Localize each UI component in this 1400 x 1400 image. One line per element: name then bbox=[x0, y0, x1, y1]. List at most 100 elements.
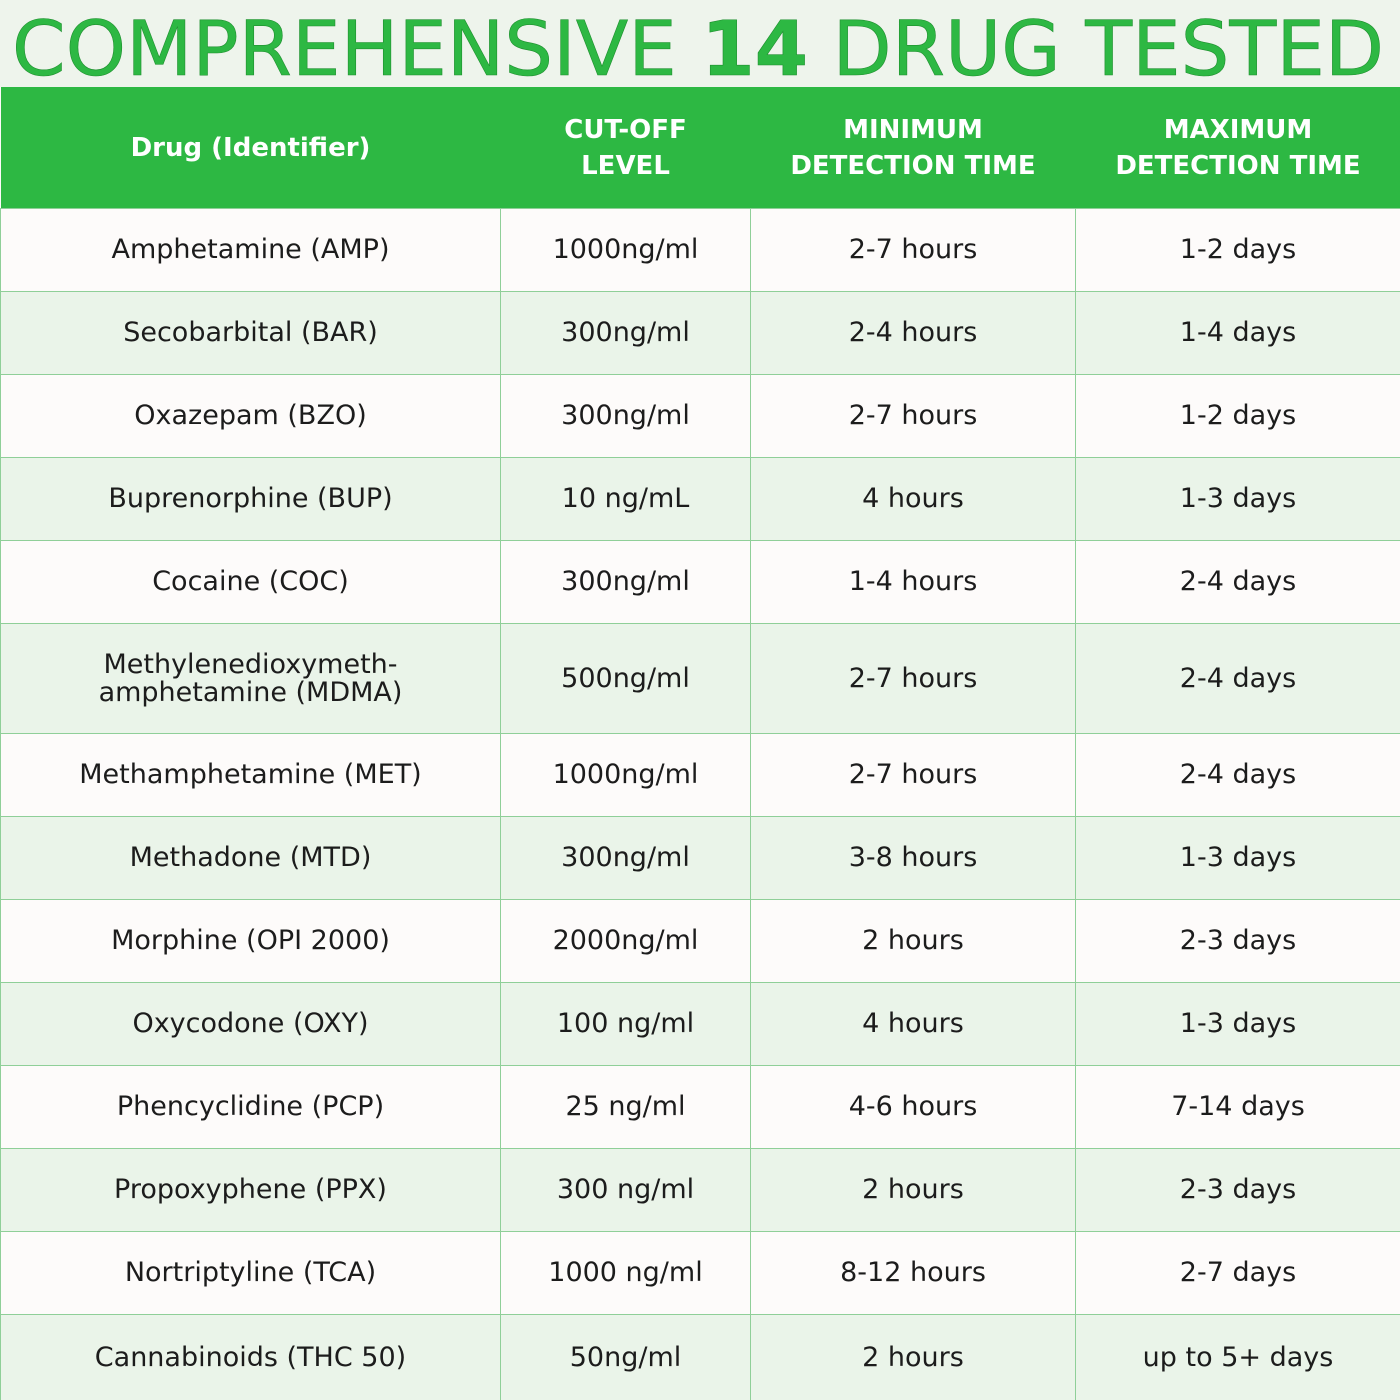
text-line: Methamphetamine (MET) bbox=[79, 759, 422, 790]
text-line: 50ng/ml bbox=[569, 1342, 682, 1373]
table-cell: 4-6 hours bbox=[750, 1065, 1076, 1149]
text-line: Cannabinoids (THC 50) bbox=[94, 1342, 407, 1373]
table-row: Methylenedioxymeth-amphetamine (MDMA) 500… bbox=[0, 623, 1400, 734]
table-cell: 25 ng/ml bbox=[500, 1065, 751, 1149]
table-cell: 1000ng/ml bbox=[500, 208, 751, 292]
text-line: 1-2 days bbox=[1179, 234, 1297, 265]
table-cell: 300ng/ml bbox=[500, 816, 751, 900]
text-line: 2-4 hours bbox=[848, 317, 978, 348]
text-line: 2-7 hours bbox=[848, 234, 978, 265]
text-line: 1000 ng/ml bbox=[548, 1257, 703, 1288]
table-cell: up to 5+ days bbox=[1075, 1314, 1400, 1400]
table-cell: 7-14 days bbox=[1075, 1065, 1400, 1149]
text-line: 100 ng/ml bbox=[556, 1008, 695, 1039]
table-cell: 2-4 days bbox=[1075, 540, 1400, 624]
table-row: Methamphetamine (MET) 1000ng/ml 2-7 hours 2… bbox=[0, 733, 1400, 817]
text-line: Oxazepam (BZO) bbox=[134, 400, 367, 431]
table-cell: Cannabinoids (THC 50) bbox=[0, 1314, 501, 1400]
table-row: Morphine (OPI 2000) 2000ng/ml 2 hours 2-3 d… bbox=[0, 899, 1400, 983]
table-cell: 1000ng/ml bbox=[500, 733, 751, 817]
text-line: MINIMUM bbox=[843, 114, 983, 145]
text-line: 1-3 days bbox=[1179, 483, 1297, 514]
table-cell: Oxazepam (BZO) bbox=[0, 374, 501, 458]
table-row: Amphetamine (AMP) 1000ng/ml 2-7 hours 1-2 d… bbox=[0, 208, 1400, 292]
table-cell: Phencyclidine (PCP) bbox=[0, 1065, 501, 1149]
title-text: COMPREHENSIVE bbox=[12, 4, 677, 87]
column-header: Drug (Identifier) bbox=[0, 87, 501, 209]
text-line: amphetamine (MDMA) bbox=[98, 676, 403, 708]
table-cell: 2000ng/ml bbox=[500, 899, 751, 983]
text-line: 2-7 days bbox=[1179, 1257, 1297, 1288]
title-band: COMPREHENSIVE 14 DRUG TESTED bbox=[0, 0, 1400, 87]
table-cell: 2-4 days bbox=[1075, 733, 1400, 817]
table-cell: Buprenorphine (BUP) bbox=[0, 457, 501, 541]
text-line: 1-4 hours bbox=[848, 566, 978, 597]
table-cell: 2 hours bbox=[750, 1148, 1076, 1232]
table-cell: 300ng/ml bbox=[500, 540, 751, 624]
table-row: Cocaine (COC) 300ng/ml 1-4 hours 2-4 days bbox=[0, 540, 1400, 624]
table-cell: 2-7 hours bbox=[750, 733, 1076, 817]
text-line: Oxycodone (OXY) bbox=[132, 1008, 369, 1039]
text-line: 8-12 hours bbox=[840, 1257, 986, 1288]
text-line: 1000ng/ml bbox=[552, 759, 699, 790]
table-cell: 2-3 days bbox=[1075, 899, 1400, 983]
table-cell: 2-4 days bbox=[1075, 623, 1400, 734]
text-line: Methylenedioxymeth- bbox=[103, 648, 398, 680]
text-line: Morphine (OPI 2000) bbox=[111, 925, 390, 956]
text-line: 2 hours bbox=[862, 1174, 964, 1205]
table-row: Secobarbital (BAR) 300ng/ml 2-4 hours 1-4 d… bbox=[0, 291, 1400, 375]
table-cell: Methamphetamine (MET) bbox=[0, 733, 501, 817]
table-cell: Oxycodone (OXY) bbox=[0, 982, 501, 1066]
table-cell: Propoxyphene (PPX) bbox=[0, 1148, 501, 1232]
text-line: 500ng/ml bbox=[561, 662, 690, 694]
text-line: 300 ng/ml bbox=[556, 1174, 695, 1205]
table-body: Amphetamine (AMP) 1000ng/ml 2-7 hours 1-2 d… bbox=[0, 208, 1400, 1400]
table-cell: 2-7 hours bbox=[750, 374, 1076, 458]
text-line: 1-4 days bbox=[1179, 317, 1297, 348]
table-cell: 4 hours bbox=[750, 982, 1076, 1066]
table-cell: 1-3 days bbox=[1075, 457, 1400, 541]
text-line: 300ng/ml bbox=[561, 842, 690, 873]
text-line: 2000ng/ml bbox=[552, 925, 699, 956]
table-row: Oxazepam (BZO) 300ng/ml 2-7 hours 1-2 days bbox=[0, 374, 1400, 458]
table-cell: Methadone (MTD) bbox=[0, 816, 501, 900]
table-cell: 1-3 days bbox=[1075, 982, 1400, 1066]
table-cell: 300ng/ml bbox=[500, 374, 751, 458]
text-line: 2-4 days bbox=[1179, 566, 1297, 597]
text-line: Buprenorphine (BUP) bbox=[108, 483, 393, 514]
table-row: Oxycodone (OXY) 100 ng/ml 4 hours 1-3 days bbox=[0, 982, 1400, 1066]
table-cell: 2 hours bbox=[750, 899, 1076, 983]
text-line: LEVEL bbox=[581, 150, 670, 181]
table-cell: Morphine (OPI 2000) bbox=[0, 899, 501, 983]
table-cell: 100 ng/ml bbox=[500, 982, 751, 1066]
text-line: DETECTION TIME bbox=[1115, 150, 1361, 181]
table-row: Nortriptyline (TCA) 1000 ng/ml 8-12 hours 2… bbox=[0, 1231, 1400, 1315]
table-cell: 2-7 days bbox=[1075, 1231, 1400, 1315]
text-line: 2-3 days bbox=[1179, 1174, 1297, 1205]
table-row: Cannabinoids (THC 50) 50ng/ml 2 hours up to… bbox=[0, 1314, 1400, 1400]
table-cell: 1-3 days bbox=[1075, 816, 1400, 900]
text-line: 300ng/ml bbox=[561, 317, 690, 348]
table-cell: 500ng/ml bbox=[500, 623, 751, 734]
text-line: Drug (Identifier) bbox=[130, 132, 371, 163]
table-cell: Cocaine (COC) bbox=[0, 540, 501, 624]
text-line: 1-3 days bbox=[1179, 842, 1297, 873]
table-cell: 1-2 days bbox=[1075, 374, 1400, 458]
text-line: up to 5+ days bbox=[1142, 1342, 1334, 1373]
table-row: Methadone (MTD) 300ng/ml 3-8 hours 1-3 days bbox=[0, 816, 1400, 900]
column-header: MINIMUM DETECTION TIME bbox=[750, 87, 1076, 209]
text-line: 3-8 hours bbox=[848, 842, 978, 873]
title-number: 14 bbox=[701, 4, 808, 87]
text-line: 2-7 hours bbox=[848, 662, 978, 694]
table-cell: 3-8 hours bbox=[750, 816, 1076, 900]
text-line: Methadone (MTD) bbox=[129, 842, 372, 873]
text-line: 25 ng/ml bbox=[565, 1091, 686, 1122]
title-text: DRUG TESTED bbox=[833, 4, 1384, 87]
table-row: Phencyclidine (PCP) 25 ng/ml 4-6 hours 7-14… bbox=[0, 1065, 1400, 1149]
text-line: 4 hours bbox=[862, 1008, 964, 1039]
text-line: 2 hours bbox=[862, 925, 964, 956]
table-cell: 10 ng/mL bbox=[500, 457, 751, 541]
column-header: CUT-OFF LEVEL bbox=[500, 87, 751, 209]
text-line: Cocaine (COC) bbox=[152, 566, 349, 597]
